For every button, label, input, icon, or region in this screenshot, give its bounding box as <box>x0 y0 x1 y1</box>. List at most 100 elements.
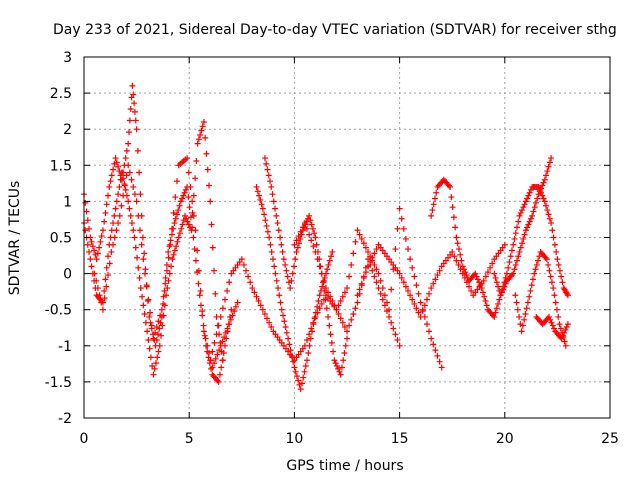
data-point <box>556 267 563 274</box>
data-point <box>436 358 443 365</box>
data-point <box>91 270 98 277</box>
data-point <box>313 241 320 248</box>
data-point <box>277 299 284 306</box>
data-point <box>209 348 216 355</box>
data-point <box>452 224 459 231</box>
data-point <box>108 172 115 179</box>
data-point <box>137 285 144 292</box>
data-point <box>320 277 327 284</box>
data-point <box>365 263 372 270</box>
data-point <box>93 256 100 263</box>
data-point <box>428 212 435 219</box>
y-tick-label: 2 <box>63 122 72 138</box>
data-point <box>551 325 558 332</box>
data-point <box>298 231 305 238</box>
data-point <box>498 287 505 294</box>
data-point <box>526 293 533 300</box>
data-point <box>405 287 412 294</box>
data-point <box>222 329 229 336</box>
data-point <box>525 192 532 199</box>
data-point <box>147 309 154 316</box>
data-point <box>524 195 531 202</box>
data-point <box>528 282 535 289</box>
data-point <box>273 277 280 284</box>
data-point <box>344 285 350 292</box>
data-point <box>170 209 177 216</box>
data-point <box>522 227 529 234</box>
data-point <box>208 365 215 372</box>
data-point <box>515 253 522 260</box>
data-point <box>96 292 103 299</box>
data-point <box>82 199 89 206</box>
data-point <box>319 283 326 290</box>
data-point <box>487 264 494 271</box>
data-point <box>386 313 393 320</box>
data-point <box>147 354 154 361</box>
data-point <box>253 183 260 190</box>
data-point <box>505 264 512 271</box>
data-point <box>326 257 333 264</box>
y-tick-label: -1 <box>58 339 72 355</box>
data-point <box>304 357 311 364</box>
data-point <box>341 289 348 296</box>
data-point <box>91 247 98 254</box>
data-point <box>286 341 293 348</box>
data-point <box>553 248 560 255</box>
data-point <box>534 195 541 202</box>
data-point <box>103 201 110 208</box>
data-point <box>417 299 424 306</box>
data-point <box>94 285 101 292</box>
data-point <box>324 266 331 273</box>
grid-lines <box>84 57 610 418</box>
data-point <box>217 342 224 349</box>
data-point <box>190 192 197 199</box>
data-point <box>510 270 517 277</box>
data-point <box>297 228 304 235</box>
data-point <box>369 267 376 274</box>
x-tick-label: 10 <box>285 431 303 447</box>
data-point <box>344 328 350 335</box>
data-point <box>327 293 334 300</box>
data-point <box>115 191 122 198</box>
data-point <box>130 91 137 98</box>
data-point <box>392 331 399 338</box>
data-point <box>200 322 207 329</box>
data-point <box>127 212 134 219</box>
data-point <box>131 108 138 115</box>
data-point <box>207 357 214 364</box>
data-point <box>306 231 313 238</box>
data-point <box>527 287 534 294</box>
data-point <box>197 287 204 294</box>
data-point <box>166 270 173 277</box>
data-point <box>335 365 342 372</box>
data-point <box>448 194 455 201</box>
data-point <box>551 292 558 299</box>
data-point <box>89 243 96 250</box>
data-point <box>200 118 207 125</box>
data-point <box>377 290 384 297</box>
data-point <box>203 150 210 157</box>
data-point <box>292 256 299 263</box>
data-point <box>87 256 94 263</box>
data-point <box>276 292 283 299</box>
data-point <box>181 212 188 219</box>
data-point <box>125 162 132 169</box>
data-point <box>421 302 428 309</box>
data-point <box>202 335 209 342</box>
data-point <box>131 234 138 241</box>
data-point <box>495 283 502 290</box>
data-point <box>390 325 397 332</box>
data-point <box>199 123 206 130</box>
data-point <box>256 192 263 199</box>
data-point <box>265 172 272 179</box>
data-point <box>321 274 328 281</box>
data-point <box>409 264 416 271</box>
data-point <box>204 166 211 173</box>
data-point <box>411 273 418 280</box>
data-point <box>126 129 133 136</box>
data-point <box>139 234 146 241</box>
data-point <box>341 350 348 357</box>
data-point <box>432 347 439 354</box>
data-point <box>82 227 89 234</box>
data-point <box>173 243 180 250</box>
